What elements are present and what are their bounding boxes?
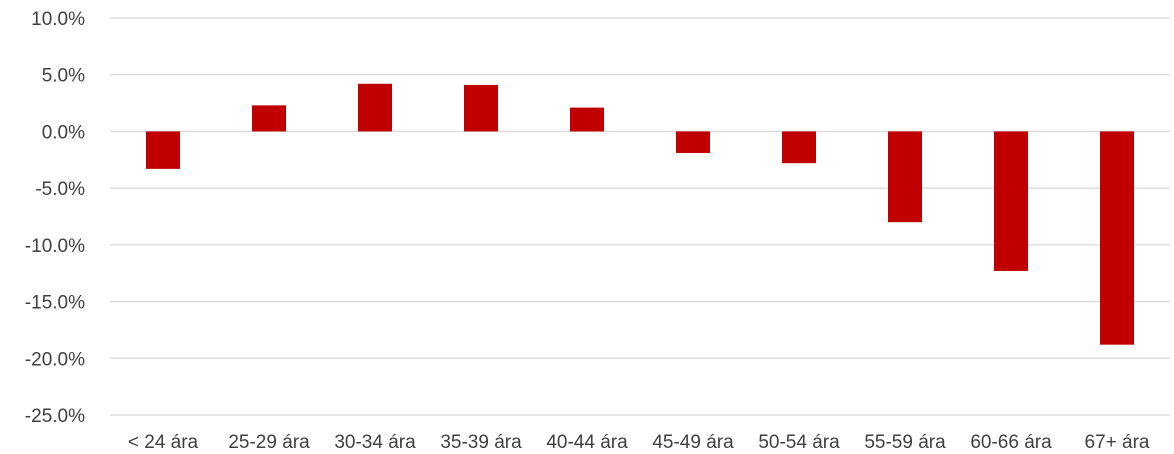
y-tick-label: 0.0%	[42, 122, 85, 143]
x-tick-label: 35-39 ára	[440, 432, 522, 453]
bar	[994, 131, 1028, 271]
y-axis-tick-labels: 10.0% 5.0% 0.0% -5.0% -10.0% -15.0% -20.0% -25.…	[25, 9, 85, 427]
x-tick-label: 60-66 ára	[970, 432, 1052, 453]
x-tick-label: 40-44 ára	[546, 432, 628, 453]
x-tick-label: 25-29 ára	[228, 432, 310, 453]
x-tick-label: < 24 ára	[128, 432, 199, 453]
bar	[1100, 131, 1134, 345]
gridlines	[110, 17, 1170, 416]
y-tick-label: -5.0%	[35, 179, 85, 200]
y-tick-label: -20.0%	[25, 349, 85, 370]
bar	[146, 131, 180, 169]
x-tick-label: 50-54 ára	[758, 432, 840, 453]
bar	[570, 107, 604, 132]
bar	[676, 131, 710, 153]
bar	[358, 83, 392, 132]
x-tick-label: 67+ ára	[1085, 432, 1150, 453]
y-tick-label: -10.0%	[25, 236, 85, 257]
y-tick-label: 10.0%	[31, 9, 85, 30]
y-tick-label: 5.0%	[42, 66, 85, 87]
x-tick-label: 30-34 ára	[334, 432, 416, 453]
y-tick-label: -25.0%	[25, 406, 85, 427]
bar	[464, 84, 498, 132]
y-tick-label: -15.0%	[25, 293, 85, 314]
x-tick-label: 45-49 ára	[652, 432, 734, 453]
x-axis-tick-labels: < 24 ára 25-29 ára 30-34 ára 35-39 ára 40-44…	[128, 432, 1150, 453]
bar	[252, 105, 286, 132]
x-tick-label: 55-59 ára	[864, 432, 946, 453]
bar	[782, 131, 816, 164]
bars	[146, 83, 1134, 345]
bar	[888, 131, 922, 223]
